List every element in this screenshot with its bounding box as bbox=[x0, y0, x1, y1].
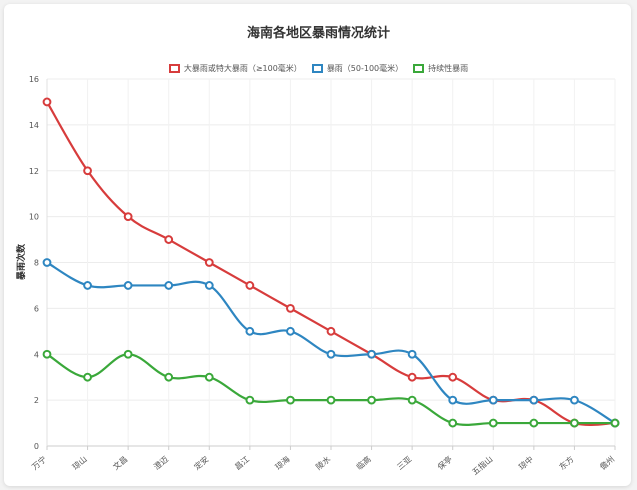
data-points bbox=[42, 97, 620, 428]
x-tick-label: 昌江 bbox=[233, 455, 251, 472]
legend-label: 大暴雨或特大暴雨（≥100毫米） bbox=[183, 64, 302, 73]
data-point-series-3[interactable] bbox=[610, 418, 620, 428]
legend-item-1[interactable]: 大暴雨或特大暴雨（≥100毫米） bbox=[168, 63, 302, 74]
legend-swatch bbox=[413, 64, 425, 73]
legend-swatch bbox=[168, 64, 180, 73]
x-tick-label: 陵水 bbox=[314, 454, 333, 472]
data-point-series-3[interactable] bbox=[326, 395, 336, 405]
chart-title: 海南各地区暴雨情况统计 bbox=[246, 26, 390, 41]
data-point-series-2[interactable] bbox=[367, 349, 376, 359]
data-point-series-2[interactable] bbox=[488, 395, 498, 405]
x-tick-label: 琼海 bbox=[273, 454, 292, 472]
x-tick-label: 琼中 bbox=[516, 454, 535, 472]
data-point-series-3[interactable] bbox=[367, 395, 376, 405]
data-point-series-1[interactable] bbox=[286, 303, 295, 313]
x-tick-label: 保亭 bbox=[435, 454, 454, 472]
legend-swatch bbox=[311, 64, 323, 73]
y-axis-title: 暴雨次数 bbox=[15, 243, 27, 281]
data-point-series-3[interactable] bbox=[204, 372, 214, 382]
data-point-series-1[interactable] bbox=[245, 281, 255, 290]
data-point-series-1[interactable] bbox=[42, 97, 52, 107]
x-tick-label: 五指山 bbox=[470, 454, 495, 477]
data-point-series-3[interactable] bbox=[529, 418, 539, 428]
x-tick-label: 文昌 bbox=[111, 454, 130, 472]
data-point-series-2[interactable] bbox=[83, 281, 92, 290]
data-point-series-2[interactable] bbox=[570, 395, 579, 405]
data-point-series-2[interactable] bbox=[204, 281, 214, 290]
data-point-series-2[interactable] bbox=[326, 349, 336, 359]
y-tick-label: 8 bbox=[34, 259, 39, 268]
data-point-series-3[interactable] bbox=[448, 418, 458, 428]
data-point-series-2[interactable] bbox=[407, 349, 417, 359]
data-point-series-3[interactable] bbox=[407, 395, 417, 405]
data-point-series-3[interactable] bbox=[286, 395, 295, 405]
chart-legend: 大暴雨或特大暴雨（≥100毫米） 暴雨（50-100毫米） 持续性暴雨 bbox=[0, 63, 637, 74]
data-point-series-3[interactable] bbox=[83, 372, 92, 382]
x-tick-label: 澄迈 bbox=[151, 454, 170, 472]
gridlines bbox=[46, 78, 616, 447]
data-point-series-1[interactable] bbox=[448, 372, 458, 382]
x-tick-label: 儋州 bbox=[598, 454, 617, 472]
data-point-series-3[interactable] bbox=[488, 418, 498, 428]
data-point-series-1[interactable] bbox=[326, 326, 336, 336]
data-point-series-3[interactable] bbox=[164, 372, 174, 382]
data-point-series-1[interactable] bbox=[407, 372, 417, 382]
data-point-series-1[interactable] bbox=[83, 166, 92, 176]
tick-labels: 0 2 4 6 8 10 12 14 16 万宁 琼山 文昌 澄迈 定安 昌江 琼海 陵水 临高 三亚 保亭 五指山 琼中… bbox=[29, 75, 616, 477]
y-tick-label: 12 bbox=[29, 167, 39, 176]
x-tick-label: 临高 bbox=[354, 454, 373, 472]
y-tick-label: 2 bbox=[34, 396, 39, 405]
data-point-series-2[interactable] bbox=[286, 326, 295, 336]
x-tick-label: 琼山 bbox=[70, 454, 89, 472]
legend-item-2[interactable]: 暴雨（50-100毫米） bbox=[311, 63, 404, 74]
legend-label: 暴雨（50-100毫米） bbox=[326, 64, 404, 73]
legend-label: 持续性暴雨 bbox=[428, 64, 469, 73]
y-tick-label: 14 bbox=[29, 121, 39, 130]
data-point-series-1[interactable] bbox=[164, 235, 174, 244]
x-tick-label: 三亚 bbox=[395, 455, 413, 472]
x-tick-label: 东方 bbox=[557, 454, 576, 472]
data-point-series-3[interactable] bbox=[245, 395, 255, 405]
chart-card bbox=[4, 4, 631, 486]
data-point-series-1[interactable] bbox=[204, 258, 214, 267]
y-tick-label: 16 bbox=[29, 75, 39, 84]
y-tick-label: 6 bbox=[34, 304, 39, 313]
y-tick-label: 0 bbox=[34, 442, 39, 451]
data-point-series-2[interactable] bbox=[448, 395, 458, 405]
data-point-series-3[interactable] bbox=[123, 349, 133, 359]
data-point-series-2[interactable] bbox=[123, 281, 133, 290]
x-tick-label: 定安 bbox=[192, 454, 211, 472]
data-point-series-3[interactable] bbox=[42, 349, 52, 359]
data-point-series-2[interactable] bbox=[164, 281, 174, 290]
data-point-series-1[interactable] bbox=[123, 212, 133, 222]
data-point-series-2[interactable] bbox=[42, 258, 52, 267]
data-point-series-2[interactable] bbox=[529, 395, 539, 405]
data-point-series-2[interactable] bbox=[245, 326, 255, 336]
y-tick-label: 10 bbox=[29, 213, 39, 222]
data-point-series-3[interactable] bbox=[570, 418, 579, 428]
legend-item-3[interactable]: 持续性暴雨 bbox=[413, 63, 468, 74]
x-tick-label: 万宁 bbox=[30, 454, 49, 472]
y-tick-label: 4 bbox=[34, 350, 39, 359]
